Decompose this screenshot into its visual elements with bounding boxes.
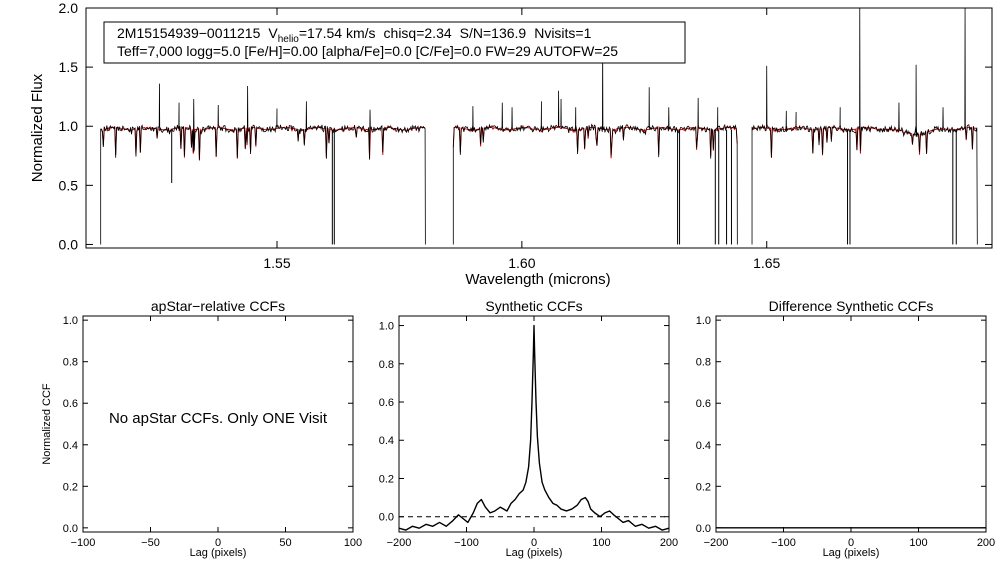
apstar-ccf-title: apStar−relative CCFs [151, 298, 285, 314]
synthetic-ccf-ytick-label: 1.0 [379, 321, 394, 333]
difference-ccf-ytick-label: 0.6 [696, 398, 711, 410]
difference-ccf-ytick-label: 0.0 [696, 523, 711, 535]
apstar-ccf-ytick-label: 1.0 [63, 315, 78, 327]
apstar-ccf-xlabel: Lag (pixels) [190, 547, 247, 559]
synthetic-ccf-xtick-label: 100 [592, 537, 610, 549]
spectrum-axes-frame [85, 7, 993, 249]
difference-ccf-ytick-label: 1.0 [696, 315, 711, 327]
apstar-ccf-ylabel: Normalized CCF [41, 383, 53, 465]
apstar-ccf-panel: apStar−relative CCFs −100 −50 0 50 100 0.0 0.2… [41, 298, 362, 559]
difference-ccf-title: Difference Synthetic CCFs [769, 298, 934, 314]
synthetic-ccf-ytick-label: 0.8 [379, 359, 394, 371]
synthetic-ccf-ytick-label: 0.4 [379, 435, 394, 447]
star-id: 2M15154939−0011215 [117, 25, 261, 41]
spectrum-ytick-label: 1.0 [59, 118, 79, 134]
spectrum-panel: 1.55 1.60 1.65 0.0 0.5 1.0 1.5 2.0 Wavelength (… [29, 0, 993, 288]
synthetic-ccf-ticks: −200 −100 0 100 200 0.0 0.2 0.4 0.6 0.8 1.0 [379, 316, 678, 549]
apstar-ccf-ytick-label: 0.4 [63, 440, 78, 452]
difference-ccf-xlabel: Lag (pixels) [823, 547, 880, 559]
spectrum-ytick-label: 2.0 [59, 0, 79, 16]
spectrum-ytick-label: 0.5 [59, 177, 79, 193]
vhelio-value: =17.54 km/s [299, 25, 376, 41]
synthetic-ccf-xtick-label: 0 [531, 537, 537, 549]
spectrum-observed-line [452, 44, 738, 245]
difference-ccf-xtick-label: 100 [909, 537, 927, 549]
difference-ccf-xtick-label: 0 [848, 537, 854, 549]
spectrum-observed-line [100, 83, 426, 245]
info-box-frame [103, 21, 686, 64]
apstar-ccf-ytick-label: 0.2 [63, 481, 78, 493]
difference-ccf-ytick-label: 0.2 [696, 481, 711, 493]
spectrum-ytick-label: 1.5 [59, 59, 79, 75]
apstar-ccf-ytick-label: 0.0 [63, 523, 78, 535]
apstar-ccf-ticks: −100 −50 0 50 100 0.0 0.2 0.4 0.6 0.8 1.0 [63, 315, 362, 549]
difference-ccf-xtick-label: −100 [771, 537, 796, 549]
spectrum-observed-line [751, 7, 978, 245]
apstar-ccf-xtick-label: −100 [71, 537, 96, 549]
spectrum-model-line [452, 126, 738, 159]
synthetic-ccf-title: Synthetic CCFs [485, 298, 582, 314]
no-ccf-note: No apStar CCFs. Only ONE Visit [109, 410, 328, 427]
difference-ccf-xtick-label: −200 [704, 537, 729, 549]
difference-ccf-ytick-label: 0.8 [696, 357, 711, 369]
spectrum-observed-series [100, 7, 978, 245]
nvisits-value: Nvisits=1 [534, 25, 591, 41]
synthetic-ccf-xtick-label: 200 [660, 537, 678, 549]
synthetic-ccf-ytick-label: 0.2 [379, 473, 394, 485]
spectrum-xtick-label: 1.60 [508, 255, 535, 271]
vhelio-prefix: V [268, 25, 278, 41]
spectrum-xlabel: Wavelength (microns) [465, 271, 610, 288]
info-box: 2M15154939−0011215 Vhelio=17.54 km/s chisq… [103, 21, 686, 64]
synthetic-ccf-xtick-label: −200 [387, 537, 412, 549]
apstar-ccf-xtick-label: 0 [215, 537, 221, 549]
synthetic-ccf-ytick-label: 0.0 [379, 512, 394, 524]
difference-ccf-panel: Difference Synthetic CCFs −200 −100 0 100 20… [696, 298, 995, 559]
synthetic-ccf-xtick-label: −100 [454, 537, 479, 549]
spectrum-ylabel: Normalized Flux [29, 73, 46, 182]
synthetic-ccf-panel: Synthetic CCFs −200 −100 0 100 200 0.0 0.2 0.4 0… [379, 298, 678, 559]
apstar-ccf-ytick-label: 0.8 [63, 357, 78, 369]
apstar-ccf-xtick-label: 50 [279, 537, 291, 549]
sn-value: S/N=136.9 [460, 25, 527, 41]
spectrum-model-line [100, 126, 426, 161]
spectrum-model-line [751, 126, 978, 158]
synthetic-ccf-ytick-label: 0.6 [379, 397, 394, 409]
spectrum-xtick-label: 1.65 [753, 255, 780, 271]
spectrum-xtick-label: 1.55 [263, 255, 290, 271]
difference-ccf-xtick-label: 200 [977, 537, 995, 549]
vhelio-subscript: helio [278, 34, 300, 45]
spectrum-ytick-label: 0.0 [59, 236, 79, 252]
synthetic-ccf-xlabel: Lag (pixels) [506, 547, 563, 559]
difference-ccf-ytick-label: 0.4 [696, 440, 711, 452]
apstar-ccf-ytick-label: 0.6 [63, 398, 78, 410]
difference-ccf-ticks: −200 −100 0 100 200 0.0 0.2 0.4 0.6 0.8 1.0 [696, 315, 995, 549]
spectrum-ticks: 1.55 1.60 1.65 0.0 0.5 1.0 1.5 2.0 [59, 0, 992, 271]
info-line-2: Teff=7,000 logg=5.0 [Fe/H]=0.00 [alpha/F… [117, 43, 618, 59]
difference-ccf-axes-frame [715, 315, 987, 533]
spectrum-model-series [100, 126, 978, 161]
chisq-value: chisq=2.34 [384, 25, 452, 41]
apstar-ccf-xtick-label: −50 [141, 537, 160, 549]
apstar-ccf-xtick-label: 100 [344, 537, 362, 549]
synthetic-ccf-line [398, 324, 670, 531]
synthetic-ccf-plot [398, 324, 670, 531]
info-line-1: 2M15154939−0011215 Vhelio=17.54 km/s chisq… [117, 25, 592, 45]
